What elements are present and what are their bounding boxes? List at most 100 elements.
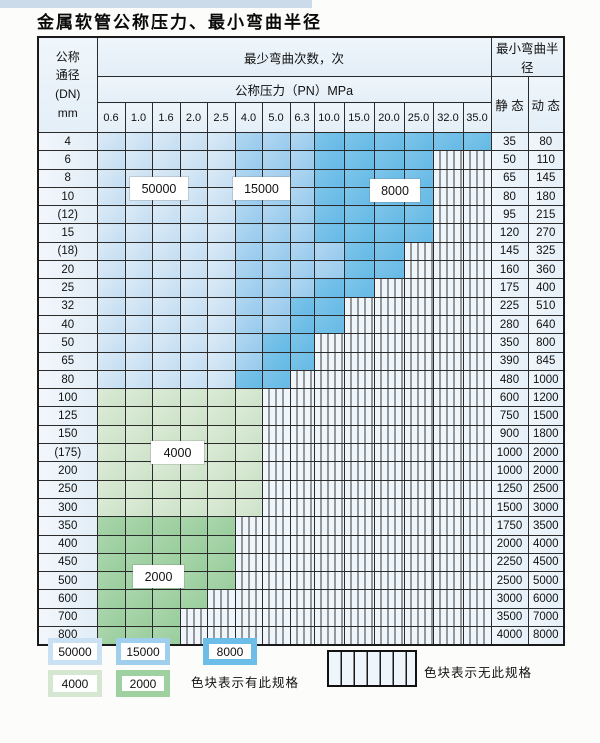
spec-cell-50000 [96, 186, 126, 207]
table-row: 125 750 1500 [37, 406, 565, 426]
dynamic-radius-cell: 1500 [527, 406, 565, 426]
spec-cell-50000 [96, 278, 126, 298]
no-spec-cell [373, 571, 405, 591]
no-spec-cell [373, 333, 405, 353]
no-spec-cell [313, 406, 345, 426]
spec-cell-8000 [261, 333, 291, 353]
no-spec-cell [462, 534, 492, 554]
spec-cell-8000 [373, 131, 405, 152]
no-spec-cell [289, 589, 315, 609]
no-spec-cell [403, 552, 434, 573]
spec-cell-50000 [124, 205, 153, 225]
spec-cell-2000 [179, 589, 208, 609]
spec-cell-8000 [313, 131, 345, 152]
table-row: 500 2500 5000 [37, 571, 565, 591]
no-spec-cell [234, 571, 263, 591]
no-spec-cell [261, 424, 291, 445]
table-row: 400 2000 4000 [37, 534, 565, 554]
no-spec-cell [289, 388, 315, 408]
dn-cell: 40 [37, 314, 98, 335]
spec-cell-15000 [313, 241, 345, 262]
table-row: (175) 1000 2000 [37, 443, 565, 463]
header-pressure-value: 0.6 [96, 102, 126, 133]
static-radius-cell: 2000 [490, 534, 529, 554]
spec-cell-15000 [234, 351, 263, 371]
no-spec-cell [373, 626, 405, 646]
table-row: 100 600 1200 [37, 388, 565, 408]
no-spec-cell [403, 443, 434, 463]
dynamic-radius-cell: 1200 [527, 388, 565, 408]
no-spec-cell [234, 534, 263, 554]
spec-cell-8000 [313, 314, 345, 335]
no-spec-cell [343, 314, 375, 335]
spec-cell-8000 [343, 260, 375, 280]
no-spec-cell [313, 443, 345, 463]
spec-cell-15000 [289, 150, 315, 170]
static-radius-cell: 120 [490, 223, 529, 243]
spec-cell-2000 [124, 589, 153, 609]
no-spec-cell [343, 589, 375, 609]
no-spec-cell [403, 241, 434, 262]
spec-cell-50000 [151, 278, 181, 298]
dn-cell: 32 [37, 296, 98, 316]
spec-cell-4000 [151, 497, 181, 518]
dn-cell: (175) [37, 443, 98, 463]
table-row: 200 1000 2000 [37, 461, 565, 481]
spec-cell-50000 [151, 260, 181, 280]
spec-cell-50000 [96, 369, 126, 390]
dynamic-radius-cell: 4500 [527, 552, 565, 573]
table-row: 800 4000 8000 [37, 626, 565, 646]
spec-cell-50000 [206, 333, 236, 353]
no-spec-cell [289, 497, 315, 518]
table-row: 350 1750 3500 [37, 516, 565, 536]
header-pressure-value: 5.0 [261, 102, 291, 133]
spec-cell-4000 [206, 497, 236, 518]
spec-cell-50000 [206, 205, 236, 225]
table-row: (12) 95 215 [37, 205, 565, 225]
no-spec-cell [343, 571, 375, 591]
spec-cell-15000 [234, 150, 263, 170]
legend-swatch-8000-label: 8000 [209, 644, 251, 659]
spec-cell-4000 [206, 424, 236, 445]
no-spec-cell [373, 369, 405, 390]
spec-cell-15000 [261, 278, 291, 298]
no-spec-cell [462, 205, 492, 225]
spec-cell-4000 [124, 406, 153, 426]
static-radius-cell: 1000 [490, 443, 529, 463]
table-row: (18) 145 325 [37, 241, 565, 262]
table-row: 700 3500 7000 [37, 607, 565, 628]
no-spec-cell [403, 626, 434, 646]
header-pressure-value: 4.0 [234, 102, 263, 133]
no-spec-cell [179, 607, 208, 628]
spec-cell-4000 [234, 406, 263, 426]
spec-cell-2000 [96, 552, 126, 573]
cycles-label-8000: 8000 [370, 179, 420, 202]
no-spec-cell [403, 333, 434, 353]
no-spec-cell [462, 461, 492, 481]
spec-cell-4000 [179, 406, 208, 426]
dn-cell: 150 [37, 424, 98, 445]
dynamic-radius-cell: 510 [527, 296, 565, 316]
no-spec-cell [462, 626, 492, 646]
spec-cell-8000 [343, 131, 375, 152]
spec-cell-50000 [96, 260, 126, 280]
no-spec-cell [462, 369, 492, 390]
spec-cell-8000 [313, 278, 345, 298]
spec-cell-15000 [234, 260, 263, 280]
header-pressure-value: 35.0 [462, 102, 492, 133]
dynamic-radius-cell: 2000 [527, 461, 565, 481]
static-radius-cell: 600 [490, 388, 529, 408]
no-spec-cell [313, 351, 345, 371]
static-radius-cell: 160 [490, 260, 529, 280]
spec-cell-50000 [96, 351, 126, 371]
spec-cell-50000 [206, 150, 236, 170]
spec-cell-4000 [124, 388, 153, 408]
no-spec-cell [343, 388, 375, 408]
spec-cell-50000 [151, 241, 181, 262]
spec-cell-50000 [124, 333, 153, 353]
spec-cell-4000 [124, 424, 153, 445]
spec-cell-15000 [234, 131, 263, 152]
dynamic-radius-cell: 800 [527, 333, 565, 353]
no-spec-cell [289, 571, 315, 591]
spec-cell-15000 [289, 260, 315, 280]
